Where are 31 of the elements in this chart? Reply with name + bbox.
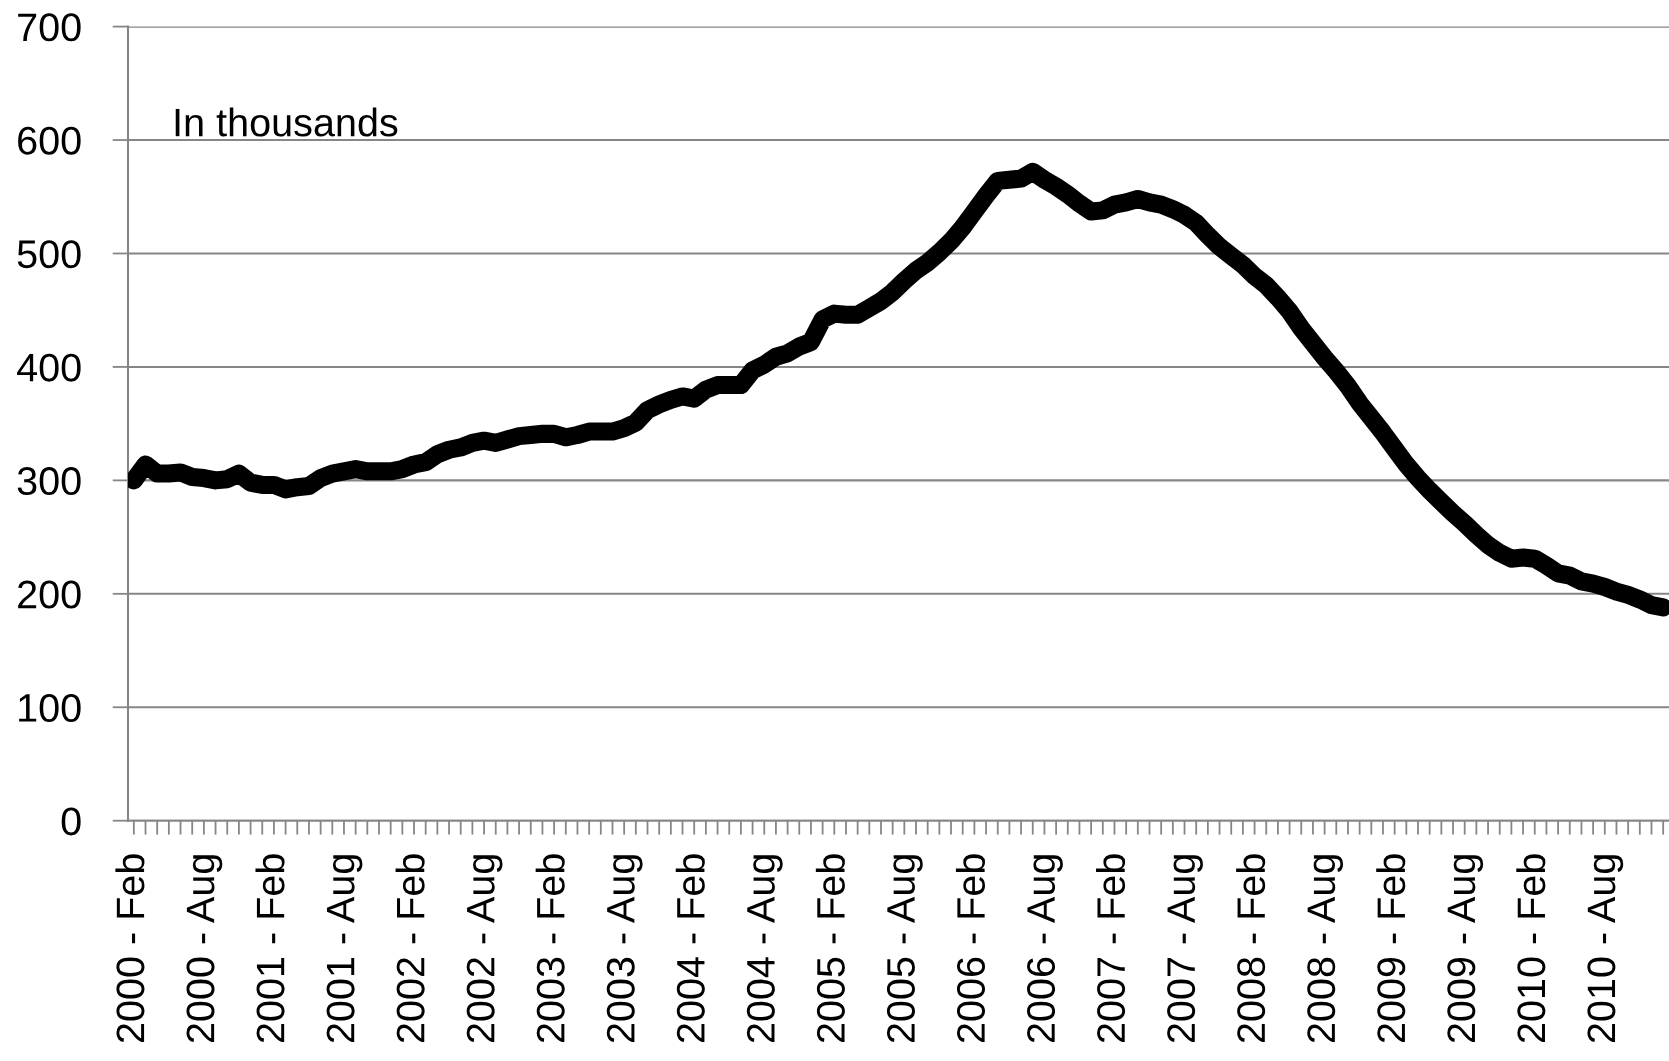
- y-tick-label: 700: [18, 13, 81, 42]
- y-tick-label: 600: [18, 126, 81, 155]
- x-tick-label: 2000 - Feb: [115, 854, 145, 1043]
- y-tick-label: 0: [61, 807, 81, 836]
- x-tick-label: 2000 - Aug: [186, 855, 223, 1043]
- x-tick-label: 2004 - Feb: [675, 854, 705, 1043]
- y-tick-label: 500: [17, 240, 81, 269]
- x-tick-label: 2008 - Aug: [1307, 855, 1344, 1043]
- x-tick-label: 2006 - Feb: [955, 854, 986, 1043]
- annotation: In thousands: [175, 107, 398, 137]
- x-tick-label: 2001 - Feb: [255, 854, 285, 1043]
- x-tick-label: 2002 - Feb: [395, 854, 425, 1043]
- y-tick-label: 100: [19, 693, 81, 722]
- x-tick-label: 2001 - Aug: [326, 855, 363, 1043]
- x-tick-label: 2008 - Feb: [1236, 854, 1266, 1043]
- y-tick-label: 300: [17, 467, 81, 496]
- x-tick-label: 2010 - Feb: [1516, 854, 1546, 1043]
- x-tick-label: 2009 - Feb: [1376, 854, 1406, 1043]
- x-tick-label: 2003 - Feb: [535, 854, 565, 1043]
- x-tick-label: 2006 - Aug: [1027, 855, 1063, 1043]
- x-tick-label: 2005 - Feb: [815, 854, 845, 1043]
- x-tick-label: 2004 - Aug: [746, 855, 783, 1043]
- x-tick-label: 2007 - Aug: [1167, 855, 1203, 1043]
- x-tick-label: 2003 - Aug: [606, 855, 643, 1043]
- x-tick-label: 2010 - Aug: [1587, 855, 1624, 1043]
- y-tick-label: 400: [17, 353, 81, 382]
- x-tick-label: 2007 - Feb: [1096, 854, 1126, 1043]
- x-tick-label: 2009 - Aug: [1447, 855, 1484, 1043]
- x-tick-label: 2002 - Aug: [466, 855, 503, 1043]
- y-tick-label: 200: [18, 580, 81, 609]
- x-tick-label: 2005 - Aug: [886, 855, 923, 1043]
